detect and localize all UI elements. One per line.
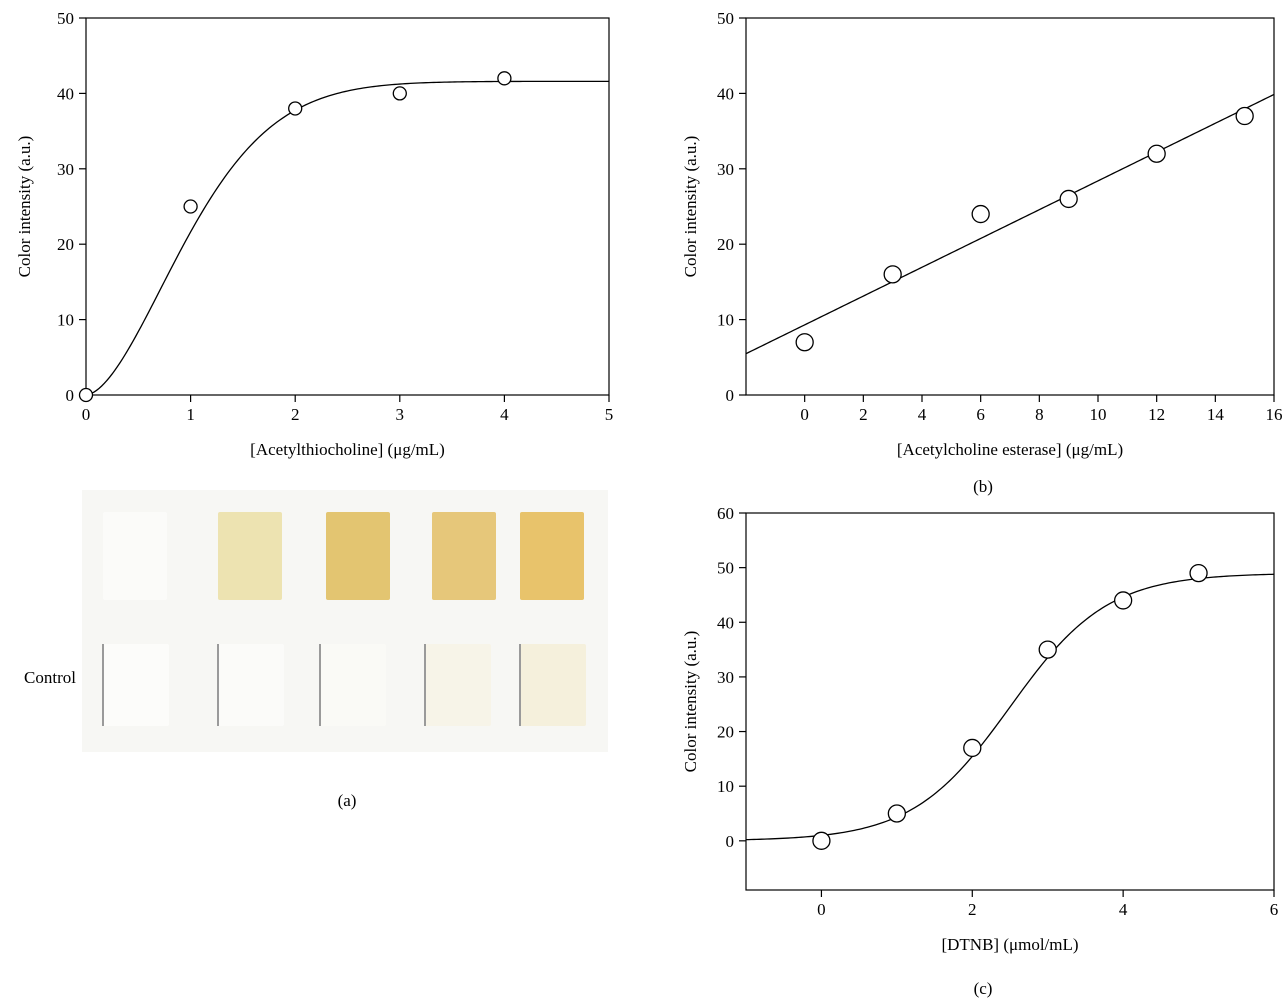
plot-frame (745, 17, 1275, 396)
fit-curve (86, 80, 609, 395)
x-tick-label: 1 (186, 405, 195, 424)
strip-top (520, 512, 584, 600)
x-tick-label: 5 (605, 405, 614, 424)
y-axis-label: Color intensity (a.u.) (681, 136, 700, 278)
y-tick-label: 60 (717, 504, 734, 523)
y-tick-label: 10 (717, 311, 734, 330)
y-tick-label: 50 (57, 9, 74, 28)
x-tick-label: 4 (918, 405, 927, 424)
strip-photo (82, 490, 608, 752)
y-tick-label: 30 (717, 668, 734, 687)
data-point (1059, 189, 1078, 209)
x-tick-label: 2 (968, 900, 977, 919)
x-axis-label: [DTNB] (μmol/mL) (941, 935, 1078, 954)
y-tick-label: 40 (57, 84, 74, 103)
data-point (392, 86, 407, 101)
y-tick-label: 0 (726, 386, 735, 405)
y-tick-label: 40 (717, 84, 734, 103)
data-point (887, 804, 907, 823)
x-tick-label: 12 (1148, 405, 1165, 424)
data-point (497, 71, 512, 86)
strip-group (102, 512, 586, 726)
x-tick-label: 3 (396, 405, 405, 424)
x-tick-label: 8 (1035, 405, 1044, 424)
y-tick-label: 50 (717, 559, 734, 578)
data-point (1189, 563, 1208, 583)
x-tick-label: 2 (859, 405, 868, 424)
data-point (183, 199, 198, 214)
panel-a-caption: (a) (338, 791, 357, 810)
panel-c-caption: (c) (974, 979, 993, 998)
data-point (1147, 144, 1166, 163)
data-point (78, 387, 94, 403)
y-tick-label: 0 (66, 386, 75, 405)
x-tick-label: 0 (817, 900, 826, 919)
y-tick-label: 10 (57, 311, 74, 330)
y-tick-label: 10 (717, 777, 734, 796)
x-tick-label: 0 (800, 405, 809, 424)
strip-bottom (320, 644, 386, 726)
control-label: Control (24, 668, 76, 687)
data-point (1038, 640, 1057, 659)
x-tick-label: 6 (1270, 900, 1279, 919)
y-tick-label: 20 (717, 235, 734, 254)
strip-bottom (520, 644, 586, 726)
strip-top (432, 512, 496, 600)
strip-top (103, 512, 167, 600)
x-tick-label: 16 (1266, 405, 1283, 424)
data-point (1235, 106, 1254, 126)
fit-curve (746, 93, 1274, 355)
y-tick-label: 30 (57, 160, 74, 179)
x-tick-label: 6 (976, 405, 985, 424)
x-tick-label: 4 (500, 405, 509, 424)
data-point (288, 101, 303, 116)
panel-b-caption: (b) (973, 477, 993, 496)
strip-bottom (218, 644, 284, 726)
data-point (971, 204, 990, 224)
strip-top (326, 512, 390, 600)
plot-frame (85, 17, 610, 396)
y-axis-label: Color intensity (a.u.) (15, 136, 34, 278)
x-axis-label: [Acetylthiocholine] (μg/mL) (250, 440, 445, 459)
y-tick-label: 40 (717, 613, 734, 632)
y-axis-label: Color intensity (a.u.) (681, 631, 700, 773)
data-point (1113, 591, 1133, 610)
y-tick-label: 20 (57, 235, 74, 254)
y-tick-label: 20 (717, 723, 734, 742)
strip-bottom (103, 644, 169, 726)
fit-curve (746, 573, 1274, 841)
strip-top (218, 512, 282, 600)
x-tick-label: 14 (1207, 405, 1225, 424)
y-tick-label: 0 (726, 832, 735, 851)
data-point (963, 738, 982, 758)
plot-frame (745, 512, 1275, 891)
chart-b: 0 2 4 6 8 10 12 14 16 0 10 20 30 40 50 [Acetylcholine e… (681, 9, 1283, 459)
y-tick-label: 30 (717, 160, 734, 179)
x-tick-label: 2 (291, 405, 300, 424)
x-tick-label: 0 (82, 405, 91, 424)
x-axis-label: [Acetylcholine esterase] (μg/mL) (897, 440, 1123, 459)
data-point (812, 831, 831, 850)
data-point (883, 265, 902, 284)
data-point (795, 333, 814, 352)
strip-bottom (425, 644, 491, 726)
y-tick-label: 50 (717, 9, 734, 28)
x-tick-label: 4 (1119, 900, 1128, 919)
x-tick-label: 10 (1090, 405, 1107, 424)
